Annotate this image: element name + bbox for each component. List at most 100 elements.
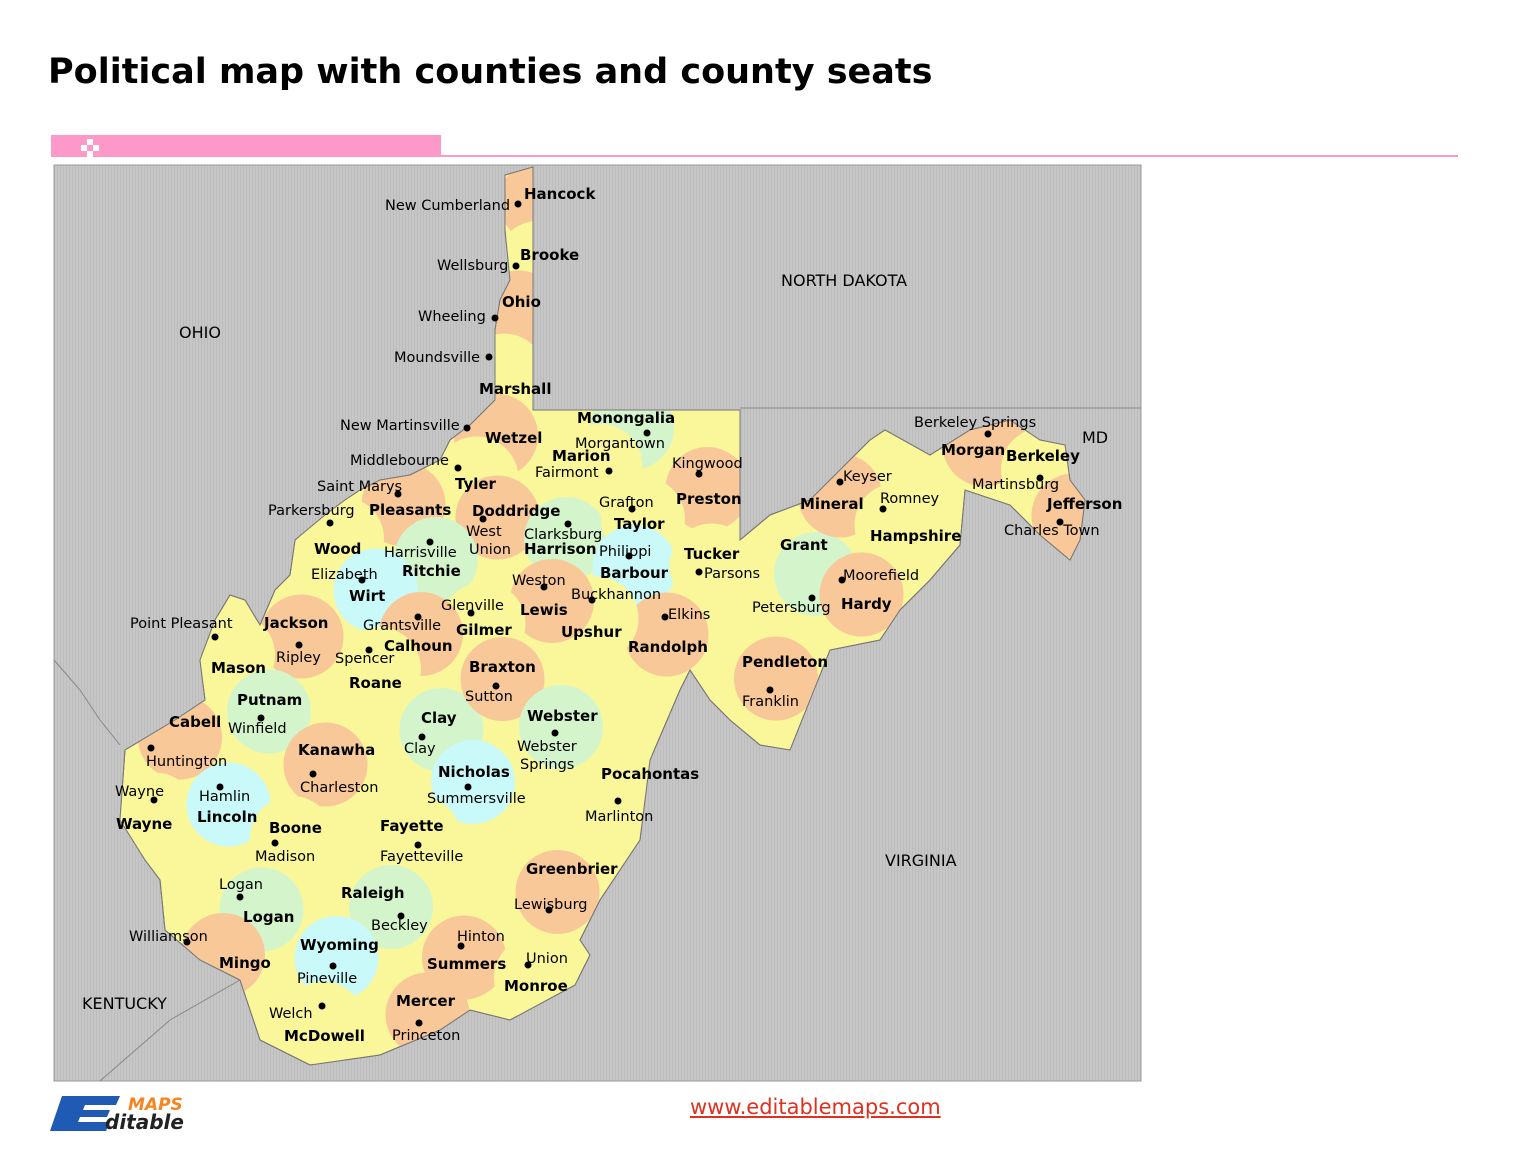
county-region-mcdowell <box>281 981 365 1065</box>
county-seat-name: Winfield <box>228 721 287 737</box>
county-region-putnam <box>227 669 311 754</box>
website-link[interactable]: www.editablemaps.com <box>690 1095 941 1119</box>
county-seat-dot <box>695 470 703 478</box>
county-name: Ritchie <box>402 562 461 580</box>
county-seat-name: Hamlin <box>199 789 250 805</box>
county-seat-dot <box>309 770 317 778</box>
county-name: Pendleton <box>742 653 828 671</box>
county-seat-name: Philippi <box>599 544 651 560</box>
county-name: Summers <box>427 955 506 973</box>
county-seat-name: Glenville <box>441 598 504 614</box>
county-seat-dot <box>540 583 548 591</box>
county-seat-dot <box>271 839 279 847</box>
county-seat-name: Wellsburg <box>437 258 508 274</box>
county-name: Wirt <box>349 587 385 605</box>
county-seat-dot <box>295 641 303 649</box>
county-seat-dot <box>414 841 422 849</box>
county-region-lewis <box>510 559 594 643</box>
county-name: Pocahontas <box>601 765 699 783</box>
county-seat-dot <box>467 609 475 617</box>
county-name: Calhoun <box>384 637 453 655</box>
county-region-nicholas <box>431 740 515 824</box>
county-seat-name: Moorefield <box>843 568 919 584</box>
county-name: Webster <box>527 707 598 725</box>
svg-text:ditable: ditable <box>105 1110 184 1133</box>
county-region-jackson <box>259 594 344 679</box>
county-region-preston <box>665 447 750 531</box>
page-title: Political map with counties and county s… <box>48 52 933 92</box>
county-seat-name: Berkeley Springs <box>914 415 1036 431</box>
county-seat-name: Morgantown <box>575 436 665 452</box>
county-seat-name: Ripley <box>276 650 321 666</box>
county-seat-name: Wayne <box>115 784 164 800</box>
county-name: Berkeley <box>1006 447 1080 465</box>
county-name: Upshur <box>561 623 622 641</box>
county-seat-name: Grafton <box>599 495 654 511</box>
county-name: Roane <box>349 674 402 692</box>
county-seat-dot <box>358 576 366 584</box>
neighbor-label: OHIO <box>179 323 221 342</box>
county-seat-name: Clay <box>404 741 436 757</box>
county-seat-dot <box>564 520 572 528</box>
county-region-jefferson <box>1031 473 1085 558</box>
county-name: Randolph <box>628 638 708 656</box>
county-seat-dot <box>318 1002 326 1010</box>
county-seat-name: Union <box>526 951 568 967</box>
county-name: Monroe <box>504 977 568 995</box>
state-border-line <box>99 979 241 1082</box>
county-seat-name: Romney <box>880 491 940 507</box>
county-name: Hancock <box>524 185 596 203</box>
county-name: Mercer <box>396 992 456 1010</box>
county-seat-dot <box>394 490 402 498</box>
county-region-lincoln <box>186 762 271 847</box>
county-seat-name: Moundsville <box>394 350 480 366</box>
county-region-wyoming <box>294 916 379 1000</box>
county-seat-name: Charleston <box>300 780 378 796</box>
county-seat-name: Martinsburg <box>972 477 1059 493</box>
diamond-dots-icon <box>81 139 99 157</box>
county-region-randolph <box>624 592 709 677</box>
county-seat-name: Wheeling <box>418 309 486 325</box>
county-seat-name: Welch <box>269 1006 313 1022</box>
county-region-kanawha <box>283 722 368 807</box>
county-seat-name: Grantsville <box>363 618 441 634</box>
neighbor-label: MD <box>1082 428 1108 447</box>
county-seat-dot <box>625 552 633 560</box>
county-name: Wetzel <box>485 429 542 447</box>
county-name: Fayette <box>380 817 444 835</box>
county-name: Morgan <box>941 441 1005 459</box>
county-seat-dot <box>512 262 520 270</box>
county-seat-dot <box>614 797 622 805</box>
county-name: Marshall <box>479 380 551 398</box>
county-name: Jackson <box>263 614 328 632</box>
county-seat-dot <box>457 942 465 950</box>
county-name: Clay <box>421 709 457 727</box>
county-seat-dot <box>551 729 559 737</box>
county-seat-name: Webster Springs <box>517 739 577 773</box>
county-name: Wood <box>314 540 361 558</box>
county-seat-name: Point Pleasant <box>130 616 233 632</box>
county-seat-name: Madison <box>255 849 315 865</box>
county-name: Hardy <box>841 595 892 613</box>
neighbor-label: NORTH DAKOTA <box>781 271 907 290</box>
county-name: Nicholas <box>438 763 510 781</box>
county-seat-dot <box>397 912 405 920</box>
county-seat-name: Princeton <box>392 1028 460 1044</box>
county-seat-dot <box>836 478 844 486</box>
county-region-boone <box>250 796 334 880</box>
county-name: Harrison <box>524 540 597 558</box>
county-seat-dot <box>492 682 500 690</box>
county-name: Ohio <box>502 293 541 311</box>
county-seat-dot <box>150 796 158 804</box>
county-seat-dot <box>485 353 493 361</box>
county-seat-name: Fayetteville <box>380 849 463 865</box>
county-name: Hampshire <box>870 527 961 545</box>
county-name: Braxton <box>469 658 536 676</box>
county-seat-name: Harrisville <box>384 545 457 561</box>
county-region-greenbrier <box>515 850 600 934</box>
county-seat-dot <box>879 505 887 513</box>
svg-text:MAPS: MAPS <box>128 1095 183 1115</box>
county-seat-dot <box>984 430 992 438</box>
county-seat-name: Weston <box>512 573 566 589</box>
